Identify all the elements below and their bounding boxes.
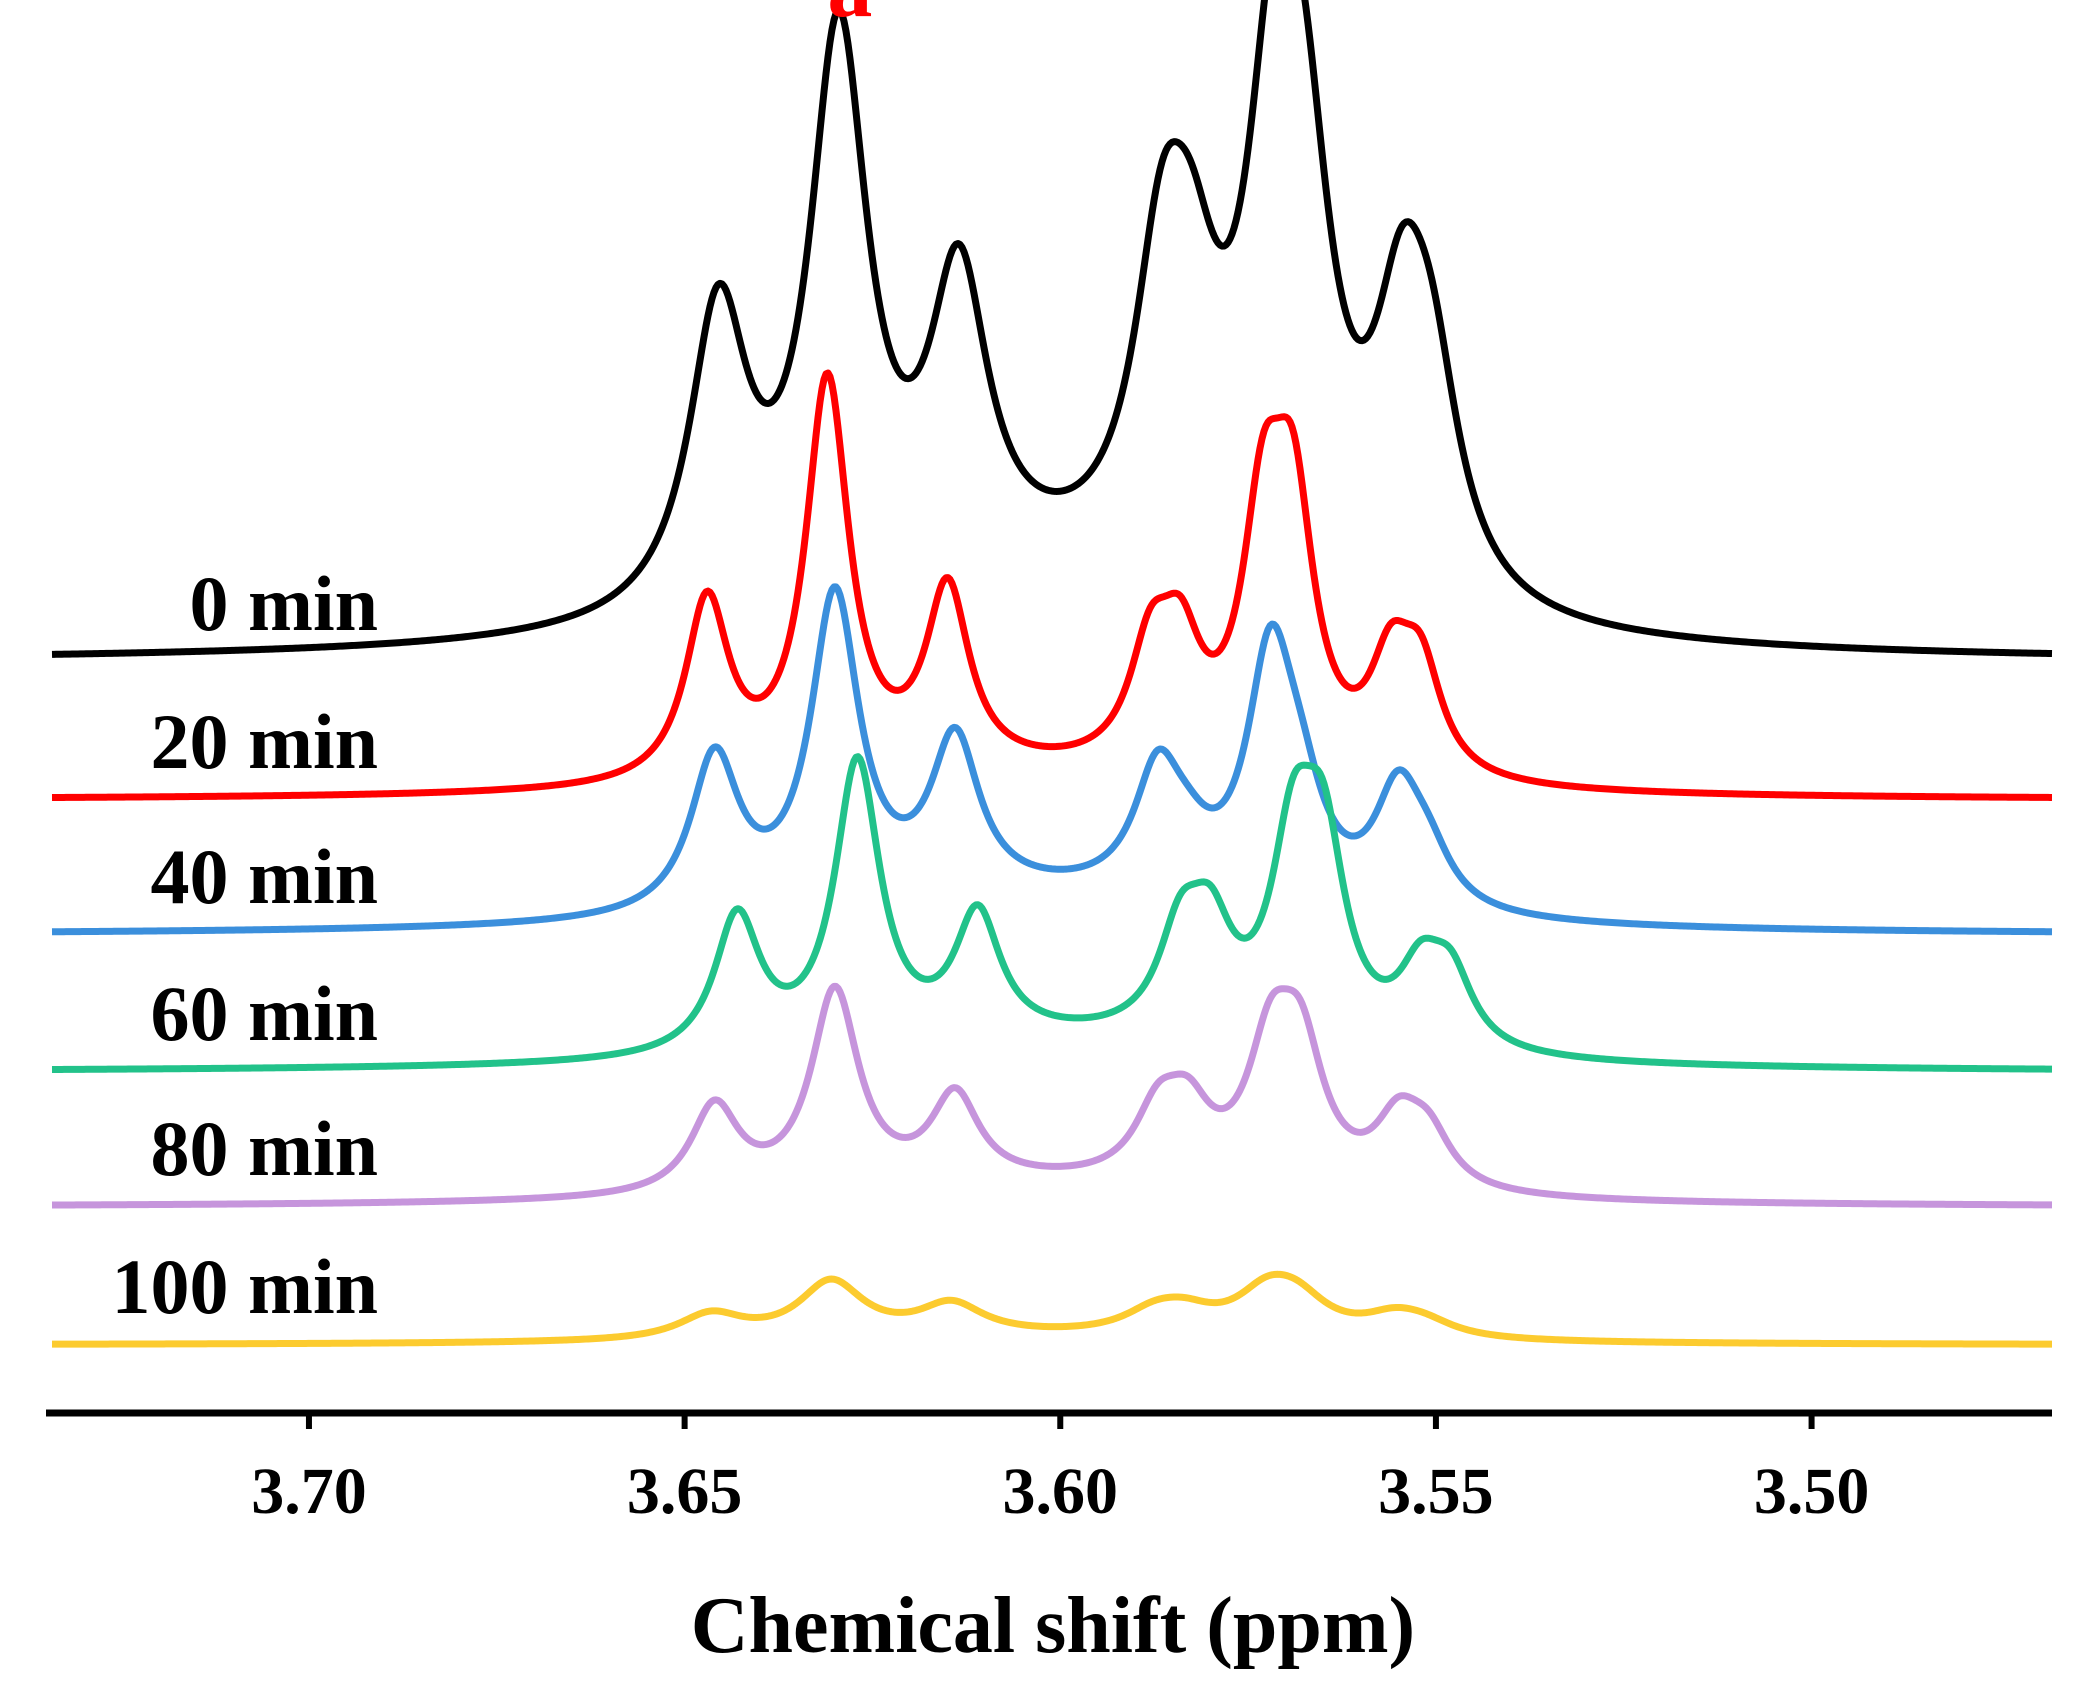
x-axis-title: Chemical shift (ppm) (691, 1582, 1415, 1670)
x-tick-label: 3.65 (627, 1455, 743, 1528)
series-label-100-min: 100 min (111, 1243, 378, 1330)
series-label-60-min: 60 min (150, 970, 378, 1057)
series-label-20-min: 20 min (150, 698, 378, 785)
peak-annotations: ab (827, 0, 872, 36)
spectra-layer (50, 0, 2054, 1348)
spectrum-line-100-min (50, 1270, 2054, 1348)
series-labels: 0 min 20 min 40 min 60 min 80 min 100 min (111, 560, 378, 1330)
spectrum-line-40-min (50, 583, 2054, 936)
spectrum-line-60-min (50, 753, 2054, 1073)
series-label-40-min: 40 min (150, 833, 378, 920)
series-label-80-min: 80 min (150, 1105, 378, 1192)
x-tick-label: 3.55 (1378, 1455, 1494, 1528)
series-label-0-min: 0 min (189, 560, 378, 647)
peak-label-a: a (827, 0, 872, 36)
x-tick-label: 3.50 (1754, 1455, 1870, 1528)
spectrum-line-20-min (50, 369, 2054, 801)
spectrum-line-0-min (50, 0, 2054, 658)
x-tick-label: 3.60 (1003, 1455, 1119, 1528)
x-axis-ticks: 3.70 3.65 3.60 3.55 3.50 (251, 1413, 1869, 1528)
spectrum-line-80-min (50, 982, 2054, 1209)
x-tick-label: 3.70 (251, 1455, 367, 1528)
